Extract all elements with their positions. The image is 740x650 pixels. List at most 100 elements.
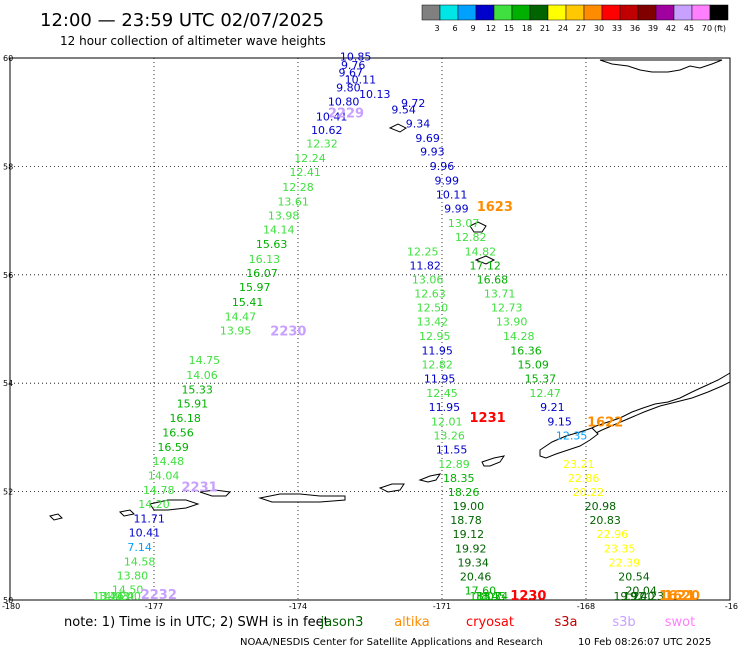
coastlines [49,59,731,521]
satellite-legend: jason3 altika cryosat s3a s3b swot [320,615,696,630]
adak-islands [149,499,200,511]
legend-swatch [673,4,693,21]
wave-height-value: 19.00 [453,500,485,513]
legend-label: 39 [648,24,658,33]
legend-label: 3 [434,24,439,33]
track-2229: 10.859.769.6710.119.8010.1310.8010.4110.… [220,51,391,338]
wave-height-value: 14.75 [189,354,221,367]
wave-height-value: 9.99 [444,202,469,215]
wave-height-value: 14.28 [503,330,535,343]
wave-height-value: 16.56 [162,426,194,439]
wave-height-value: 12.45 [426,387,458,400]
legend-swatch [529,4,549,21]
pass-time-label: 1623 [477,200,513,215]
wave-height-value: 20.46 [460,570,492,583]
wave-height-legend: 3 6 9 12 15 18 21 24 27 30 33 36 39 42 45 70 (ft) [421,4,729,33]
tick-labels: 60 58 56 54 52 50-180 -177 -174 -171 -168 -16 [2,54,738,611]
wave-height-value: 13.06 [412,273,444,286]
legend-swatch [547,4,567,21]
wave-height-value: 18.74 [477,590,509,603]
pass-time-label: 1231 [470,411,506,426]
alaska-mainland-coast [599,59,723,73]
legend-label: 42 [666,24,676,33]
wave-height-value: 12.32 [306,137,338,150]
wave-height-value: 20.23 [633,590,665,603]
wave-height-value: 17.60 [465,585,497,598]
lon-tick-label: -168 [577,602,595,611]
wave-height-value: 10.41 [129,527,161,540]
wave-height-value: 16.18 [169,412,201,425]
wave-height-value: 13.61 [277,195,309,208]
wave-height-value: 9.96 [430,160,455,173]
wave-height-value: 7.14 [127,541,152,554]
wave-height-value: 12.89 [438,458,470,471]
track-1623: 9.549.729.349.699.939.969.9910.119.9913.… [391,97,571,429]
wave-height-value: 18.45 [474,590,506,603]
wave-height-value: 22.86 [568,472,600,485]
track-1231: 12.2511.8213.0612.6312.5013.4212.9511.95… [407,245,506,470]
wave-height-value: 9.54 [391,103,416,116]
wave-height-value: 13.80 [117,569,149,582]
legend-label: 21 [540,24,550,33]
legend-label: 12 [486,24,496,33]
pass-time-label: 1620 [664,589,700,604]
wave-height-value: 13.26 [433,430,465,443]
wave-height-value: 13.42 [417,316,449,329]
pass-time-label: 2232 [141,588,177,603]
legend-swatch [637,4,657,21]
lat-tick-label: 58 [3,162,13,171]
legend-label: 45 [684,24,694,33]
legend-swatch [511,4,531,21]
wave-height-value: 15.97 [239,281,271,294]
wave-height-value: 9.72 [401,97,426,110]
pass-time-label: 1230 [510,589,546,604]
wave-height-value: 14.58 [124,555,156,568]
lon-tick-label: -180 [2,602,20,611]
wave-height-value: 11.95 [424,373,456,386]
legend-label: 30 [594,24,604,33]
near-island [49,513,63,521]
wave-height-value: 22.39 [609,556,641,569]
legend-swatch [439,4,459,21]
wave-height-value: 12.47 [529,387,561,400]
wave-height-value: 11.55 [436,444,468,457]
wave-height-value: 10.80 [328,96,360,109]
wave-height-value: 16.36 [510,344,542,357]
wave-height-value: 15.91 [177,398,209,411]
legend-swatch [421,4,441,21]
wave-height-value: 16.59 [157,441,189,454]
wave-height-value: 12.73 [491,302,523,315]
lon-tick-label: -174 [289,602,307,611]
wave-height-value: 9.76 [341,59,366,72]
wave-height-value: 12.50 [417,302,449,315]
wave-height-value: 10.41 [316,110,348,123]
pass-time-label: 2229 [328,107,364,122]
wave-height-value: 14.20 [138,498,170,511]
altimeter-tracks: 10.859.769.6710.119.8010.1310.8010.4110.… [93,51,700,604]
legend-label: 18 [522,24,532,33]
wave-height-value: 10.11 [345,73,377,86]
legend-swatch [493,4,513,21]
lat-tick-label: 60 [3,54,13,63]
wave-height-value: 14.24 [102,590,134,603]
wave-height-value: 9.93 [420,146,445,159]
satellite-name-jason3: jason3 [320,615,364,630]
legend-label: 36 [630,24,640,33]
wave-height-value: 11.95 [421,344,453,357]
andreanof-islands [258,493,346,503]
pass-time-label: 2230 [270,325,306,340]
wave-height-value: 20.98 [585,500,617,513]
wave-height-value: 23.35 [604,542,636,555]
wave-height-value: 14.50 [112,583,144,596]
lat-tick-label: 52 [3,488,13,497]
satellite-name-s3a: s3a [554,615,577,630]
wave-height-value: 14.47 [225,310,257,323]
legend-label: 9 [470,24,475,33]
wave-height-value: 16.68 [477,273,509,286]
gridlines [10,58,730,600]
legend-swatch [619,4,639,21]
